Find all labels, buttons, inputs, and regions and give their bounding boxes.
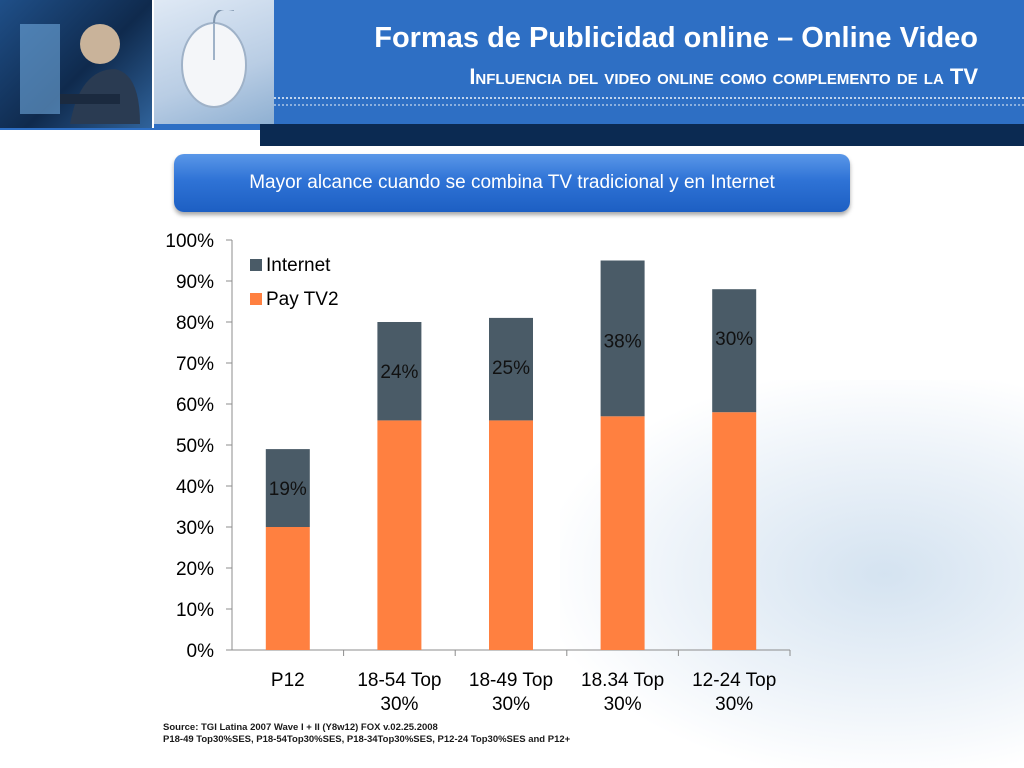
legend-label: Internet (266, 255, 331, 276)
category-label: 12-24 Top (692, 670, 776, 691)
data-label: 30% (715, 329, 753, 350)
source-line-1: Source: TGI Latina 2007 Wave I + II (Y8w… (163, 722, 438, 733)
stacked-bar-chart: 0% 10% 20% 30% 40% 50% 60% 70% 80% 90% 100% 19% P12 2… (165, 231, 791, 715)
data-label: 25% (492, 358, 530, 379)
y-tick-label: 70% (176, 354, 214, 375)
category-label: 18-54 Top (357, 670, 441, 691)
category-label: P12 (271, 670, 305, 691)
bar-internet (489, 317, 533, 421)
computer-mouse-photo (154, 0, 274, 124)
headline-banner: Mayor alcance cuando se combina TV tradi… (174, 154, 850, 212)
page-subtitle: Influencia del video online como complem… (469, 64, 978, 89)
y-tick-label: 10% (176, 600, 214, 621)
y-tick-label: 0% (187, 641, 215, 662)
legend-swatch (250, 293, 262, 305)
y-tick-label: 90% (176, 272, 214, 293)
bar-pay-tv2 (600, 416, 645, 650)
source-line-2: P18-49 Top30%SES, P18-54Top30%SES, P18-3… (163, 734, 571, 745)
bar-internet (600, 260, 645, 417)
bar-pay-tv2 (265, 527, 310, 650)
y-tick-label: 80% (176, 313, 214, 334)
legend-label: Pay TV2 (266, 289, 339, 310)
bar-internet (377, 322, 422, 421)
bar-internet (265, 449, 310, 527)
person-at-computer-photo (0, 0, 152, 128)
category-label: 30% (604, 694, 642, 715)
bar-pay-tv2 (712, 412, 757, 650)
data-label: 38% (604, 332, 642, 353)
y-tick-label: 50% (176, 436, 214, 457)
page-title: Formas de Publicidad online – Online Vid… (374, 22, 978, 54)
photo-divider (152, 0, 154, 128)
category-label: 30% (492, 694, 530, 715)
y-tick-label: 100% (165, 231, 214, 252)
category-label: 30% (380, 694, 418, 715)
category-label: 30% (715, 694, 753, 715)
legend-swatch (250, 259, 262, 271)
bar-internet (712, 289, 757, 413)
y-tick-label: 40% (176, 477, 214, 498)
header-divider (270, 97, 1024, 99)
bar-pay-tv2 (489, 420, 533, 650)
data-label: 19% (269, 479, 307, 500)
y-tick-label: 30% (176, 518, 214, 539)
source-note: Source: TGI Latina 2007 Wave I + II (Y8w… (163, 722, 570, 746)
y-tick-label: 20% (176, 559, 214, 580)
category-label: 18-49 Top (469, 670, 553, 691)
bar-pay-tv2 (377, 420, 422, 650)
data-label: 24% (380, 362, 418, 383)
header-shadow (260, 124, 1024, 146)
category-label: 18.34 Top (581, 670, 664, 691)
header-divider-secondary (270, 104, 1024, 106)
y-tick-label: 60% (176, 395, 214, 416)
